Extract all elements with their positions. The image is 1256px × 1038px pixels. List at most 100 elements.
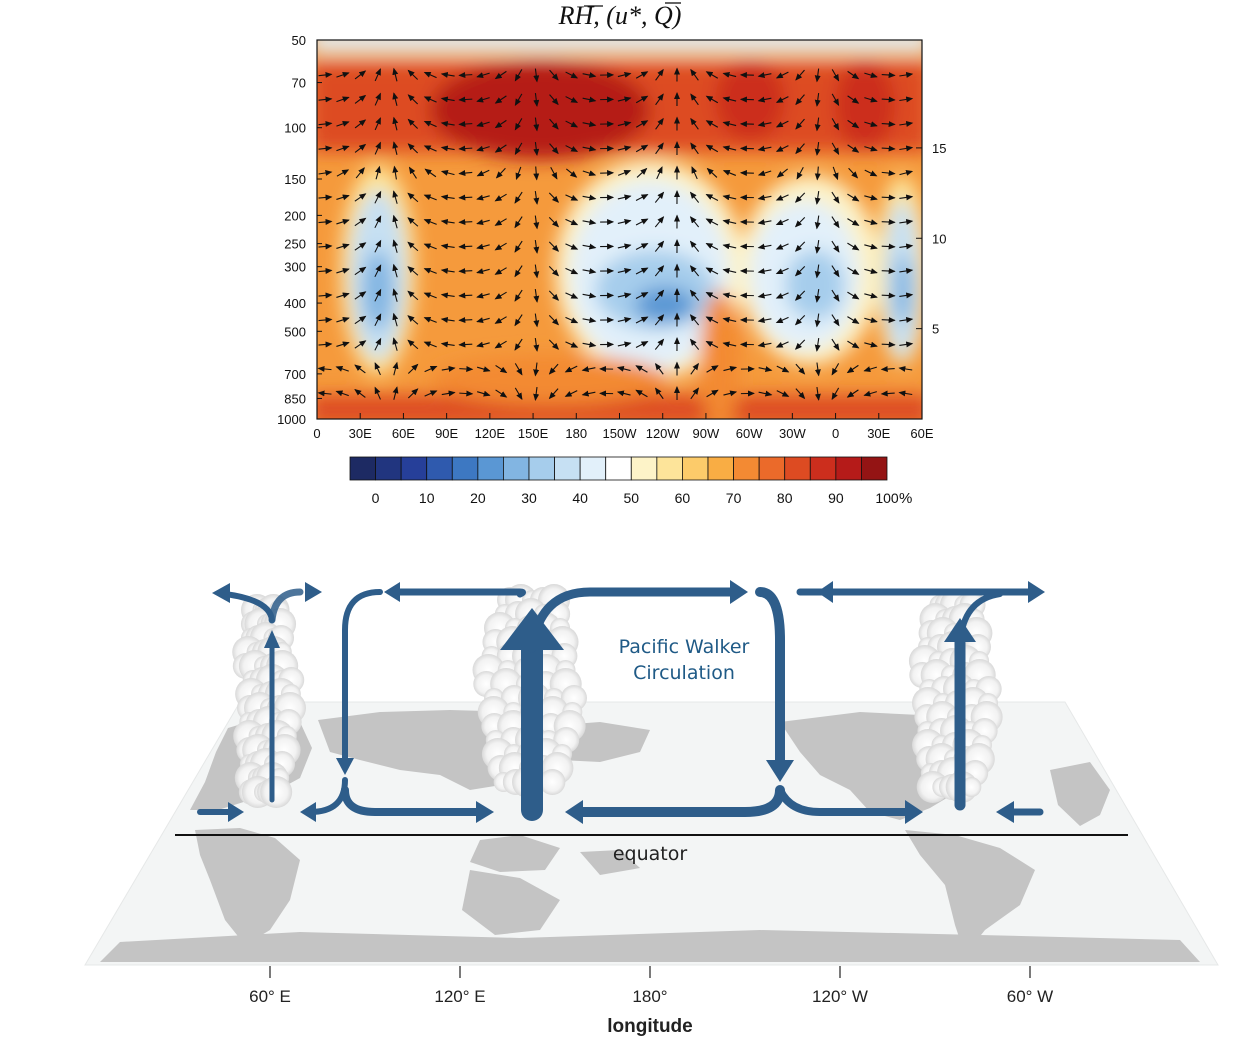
wind-vector <box>881 194 896 201</box>
wind-vector <box>494 95 507 104</box>
wind-vector <box>318 243 333 250</box>
wind-vector <box>722 170 737 176</box>
lon-tick-label: 60° E <box>249 987 291 1006</box>
wind-vector <box>863 390 877 397</box>
wind-vector <box>864 121 878 128</box>
wind-vector <box>354 143 367 153</box>
wind-vector <box>317 390 332 397</box>
wind-vector <box>899 194 914 201</box>
colorbar-swatch <box>733 456 760 481</box>
wind-vector <box>318 341 333 348</box>
wind-vector <box>440 96 455 103</box>
wind-vector <box>318 120 333 127</box>
wind-vector <box>565 292 579 299</box>
wind-vector <box>494 242 507 251</box>
wind-vector <box>881 292 896 299</box>
wind-vector <box>423 145 437 152</box>
wind-vector <box>459 390 474 397</box>
arrowhead-pacific-down <box>766 760 794 782</box>
x-tick-label: 90E <box>435 426 458 441</box>
wind-vector <box>775 96 789 103</box>
wind-vector <box>392 386 399 400</box>
wind-vector <box>514 338 523 351</box>
wind-vector <box>814 337 821 352</box>
wind-vector <box>776 365 790 373</box>
wind-vector <box>354 340 367 349</box>
colorbar-tick-label: 70 <box>726 490 742 506</box>
x-tick-label: 60E <box>910 426 933 441</box>
wind-vector <box>617 96 632 103</box>
wind-vector <box>533 166 540 181</box>
wind-vector <box>582 194 597 201</box>
wind-vector <box>548 241 560 252</box>
wind-vector <box>476 268 490 275</box>
wind-vector <box>533 386 540 401</box>
wind-vector <box>582 219 597 226</box>
indian-top-flow <box>391 588 526 598</box>
wind-vector <box>757 292 772 299</box>
wind-vector <box>831 338 840 351</box>
wind-vector <box>847 144 860 153</box>
wind-vector <box>533 288 540 303</box>
wind-vector <box>814 68 821 83</box>
wind-vector <box>689 216 700 228</box>
wind-vector <box>881 145 896 152</box>
wind-vector <box>848 167 859 179</box>
wind-vector <box>335 366 349 372</box>
wind-vector <box>550 167 558 180</box>
wind-vector <box>374 288 382 302</box>
wind-vector <box>775 218 789 226</box>
wind-vector <box>354 266 367 276</box>
wind-vector <box>374 362 381 376</box>
wind-vector <box>775 71 789 79</box>
wind-vector <box>794 314 806 326</box>
wind-vector <box>881 170 896 177</box>
wind-vector <box>548 388 559 400</box>
x-tick-label: 120E <box>475 426 506 441</box>
lon-tick-label: 180° <box>632 987 667 1006</box>
wind-vector <box>775 292 789 299</box>
indian-downdraft <box>342 589 383 763</box>
wind-vector <box>459 366 474 373</box>
wind-vector <box>655 68 664 81</box>
x-tick-label: 0 <box>313 426 320 441</box>
x-tick-label: 150W <box>603 426 638 441</box>
wind-vector <box>795 363 806 375</box>
wind-vector <box>392 67 399 82</box>
wind-vector <box>722 243 737 250</box>
wind-vector <box>617 292 632 299</box>
africa-east <box>1050 762 1110 826</box>
wind-vector <box>533 117 540 132</box>
wind-vector <box>514 363 523 376</box>
y-right-axis: 15 10 5 <box>916 141 946 337</box>
wind-vector <box>407 118 419 129</box>
wind-vector <box>458 341 473 348</box>
wind-vector <box>458 317 473 324</box>
arrowhead-far-left-surface <box>228 802 244 822</box>
wind-vector <box>831 387 840 400</box>
wind-vector <box>548 265 560 277</box>
wind-vector <box>831 93 840 107</box>
wind-vector <box>354 242 367 251</box>
wind-vector <box>775 341 789 348</box>
colorbar-tick-label: 80 <box>777 490 793 506</box>
wind-vector <box>458 96 473 103</box>
x-tick-label: 90W <box>693 426 720 441</box>
wind-vector <box>374 313 382 327</box>
wind-vector <box>458 145 473 152</box>
wind-vector <box>723 365 738 372</box>
wind-vector <box>476 121 490 128</box>
wind-vector <box>374 190 382 204</box>
wind-vector <box>617 71 632 78</box>
colorbar-unit: % <box>899 490 912 507</box>
wind-vector <box>722 71 737 78</box>
wind-vector <box>354 193 367 202</box>
wind-vector <box>423 96 437 103</box>
wind-vector <box>374 117 381 131</box>
wind-vector <box>722 145 737 152</box>
wind-vector <box>392 312 399 327</box>
wind-vector <box>864 219 878 226</box>
wind-vector <box>548 339 560 350</box>
wind-vector <box>617 145 632 152</box>
